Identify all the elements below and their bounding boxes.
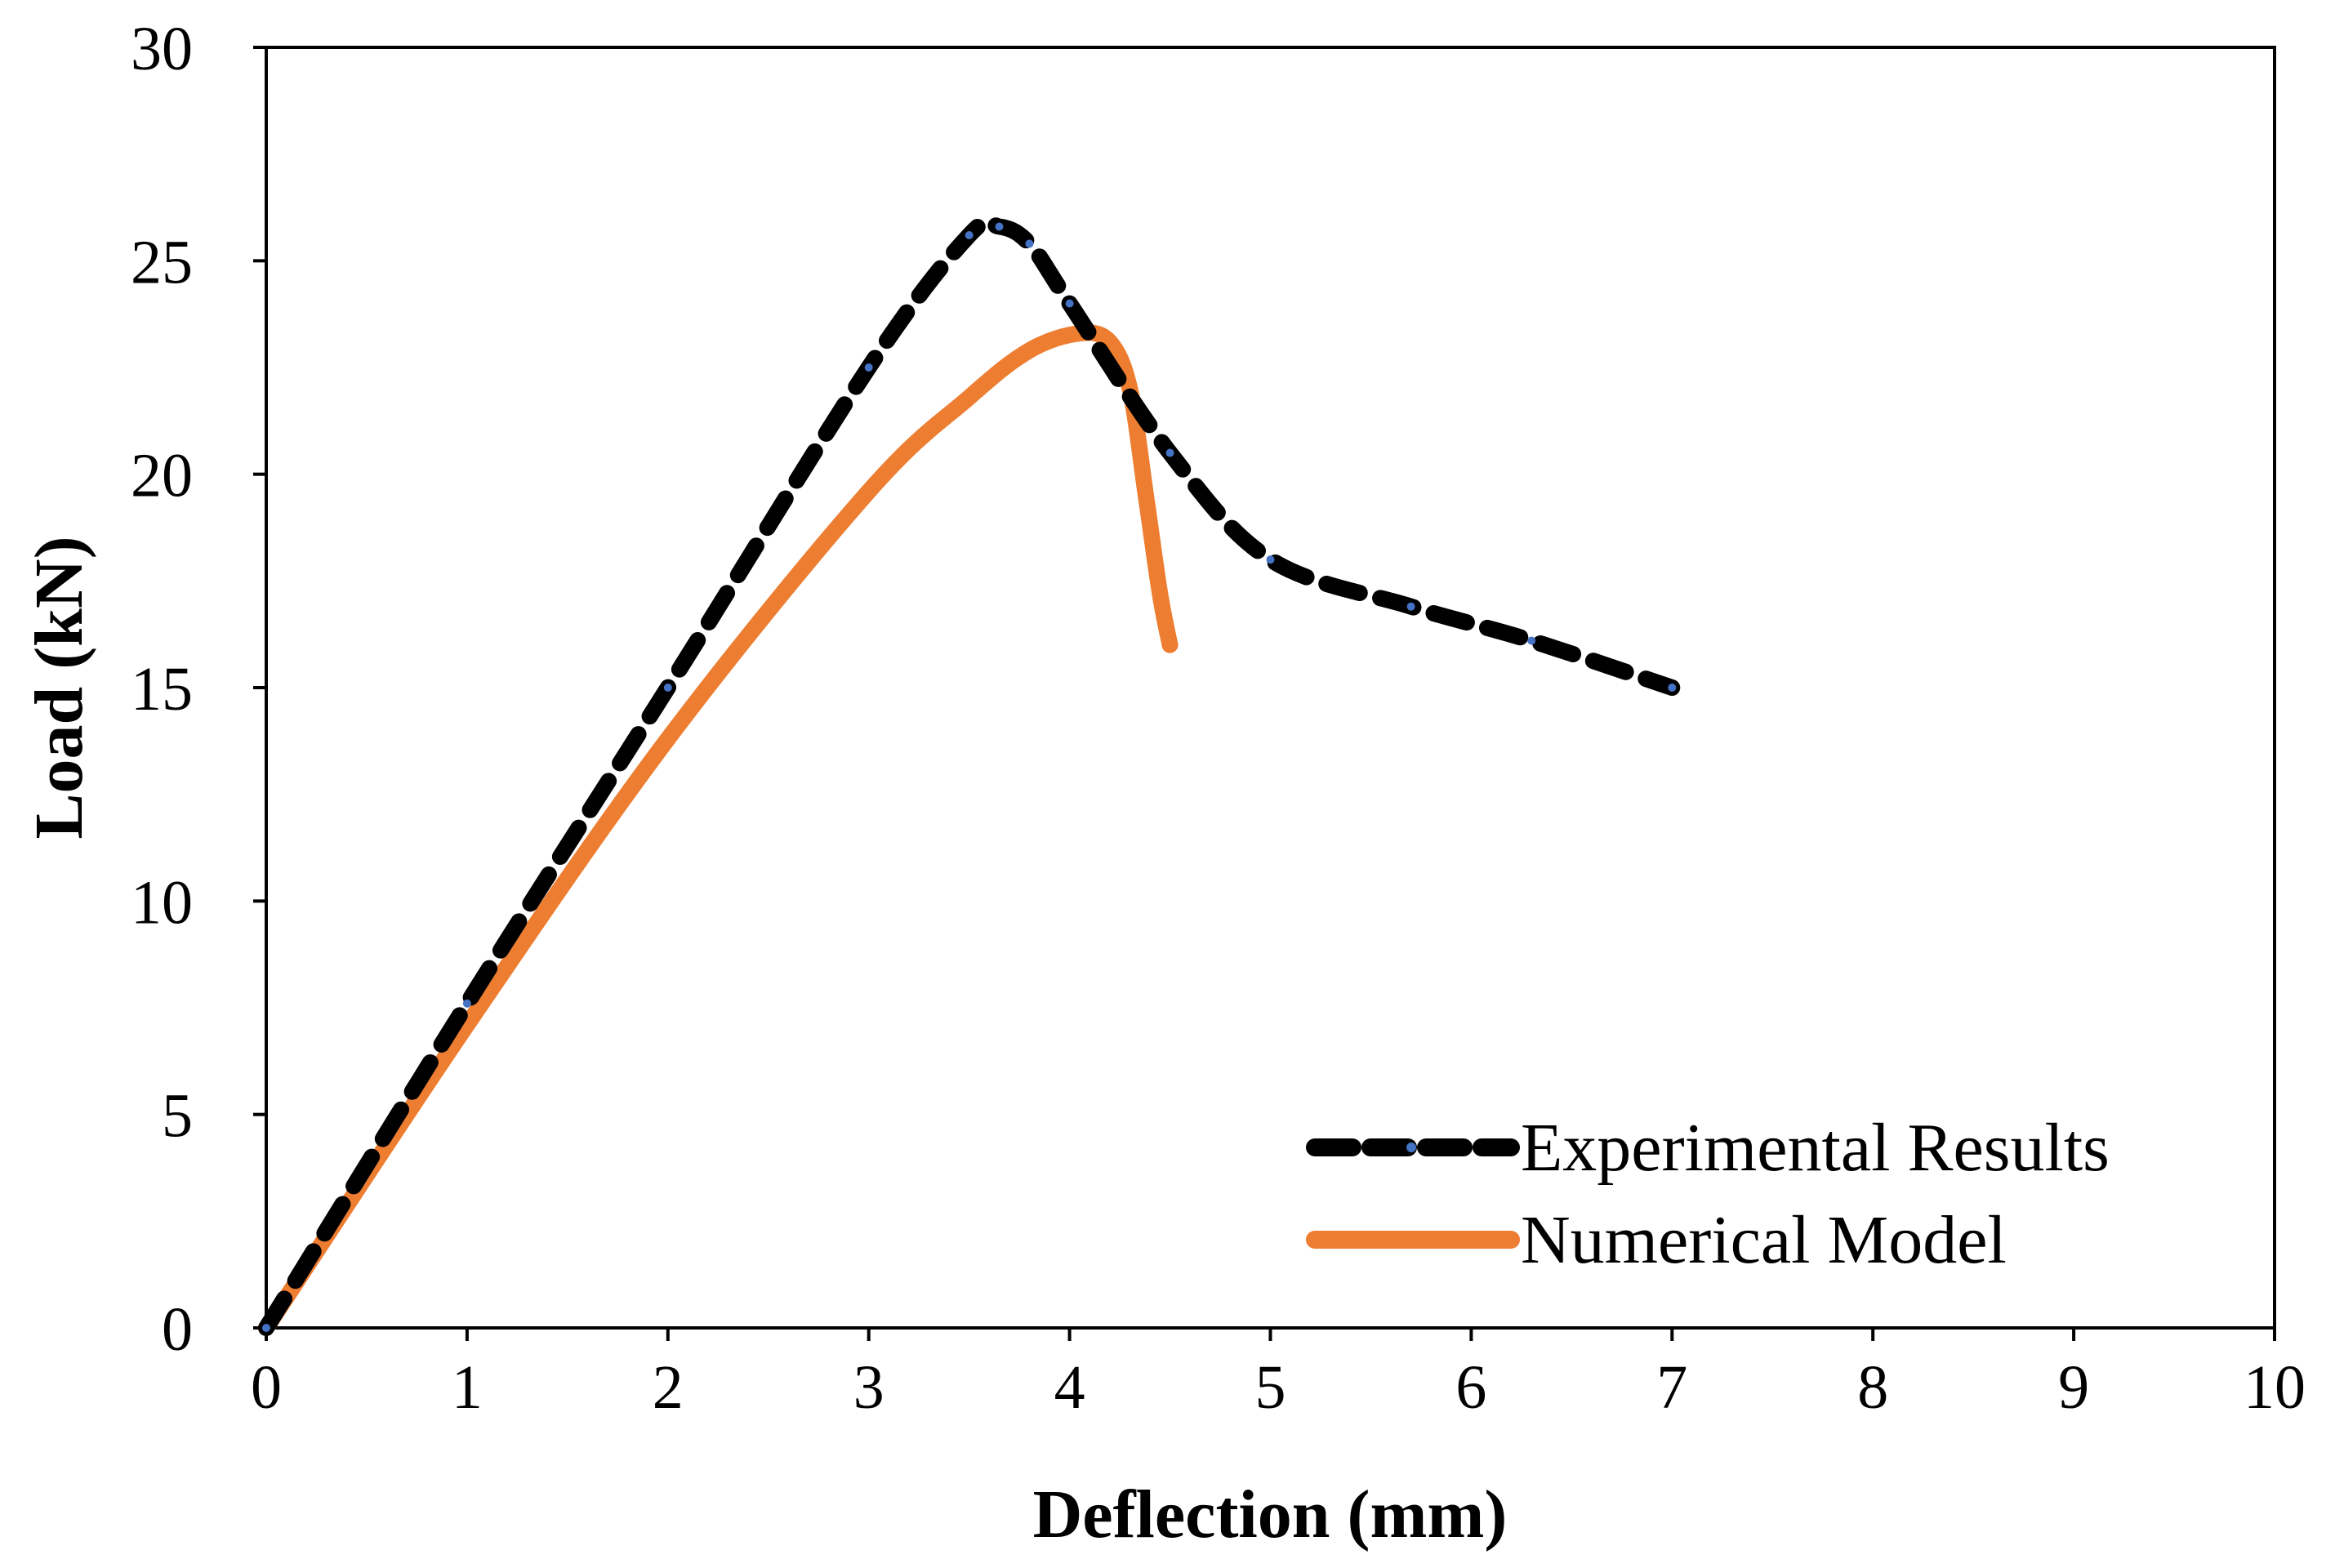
x-tick-label: 6 <box>1455 1353 1486 1422</box>
data-point-experimental <box>965 230 974 239</box>
data-point-experimental <box>1165 448 1174 457</box>
x-tick-label: 5 <box>1255 1353 1286 1422</box>
data-point-experimental <box>462 999 471 1008</box>
y-axis-title: Load (kN) <box>21 536 97 839</box>
x-tick-label: 3 <box>853 1353 885 1422</box>
data-point-experimental <box>1025 239 1034 248</box>
y-tick-label: 0 <box>162 1295 193 1364</box>
data-point-experimental <box>1065 299 1074 308</box>
y-tick-label: 25 <box>131 228 193 296</box>
x-tick-label: 2 <box>653 1353 684 1422</box>
data-point-experimental <box>1668 684 1677 692</box>
y-tick-label: 15 <box>131 655 193 724</box>
legend-marker-experimental <box>1406 1143 1416 1152</box>
data-point-experimental <box>262 1324 270 1332</box>
data-point-experimental <box>864 363 873 372</box>
x-tick-label: 1 <box>452 1353 483 1422</box>
x-tick-label: 9 <box>2058 1353 2089 1422</box>
series-line-numerical <box>258 324 1179 1336</box>
x-tick-label: 4 <box>1054 1353 1085 1422</box>
axis-ticks: 0 1 2 3 4 5 6 7 8 9 10 0 5 10 15 20 25 30 <box>131 15 2306 1422</box>
legend: Experimental Results Numerical Model <box>1306 1110 2110 1278</box>
data-point-experimental <box>663 684 672 692</box>
data-point-experimental <box>1527 636 1536 645</box>
x-tick-label: 7 <box>1656 1353 1687 1422</box>
y-tick-label: 30 <box>131 15 193 83</box>
data-point-experimental <box>995 222 1004 231</box>
x-tick-label: 8 <box>1857 1353 1888 1422</box>
data-point-experimental <box>1406 602 1415 611</box>
y-tick-label: 20 <box>131 442 193 510</box>
legend-label-numerical: Numerical Model <box>1521 1202 2007 1278</box>
series-layer <box>258 213 1681 1336</box>
y-tick-label: 5 <box>162 1082 193 1151</box>
x-tick-label: 10 <box>2244 1353 2306 1422</box>
x-axis-title: Deflection (mm) <box>1033 1477 1508 1552</box>
data-point-experimental <box>1266 555 1275 564</box>
x-tick-label: 0 <box>251 1353 282 1422</box>
y-tick-label: 10 <box>131 868 193 937</box>
legend-label-experimental: Experimental Results <box>1521 1110 2110 1186</box>
